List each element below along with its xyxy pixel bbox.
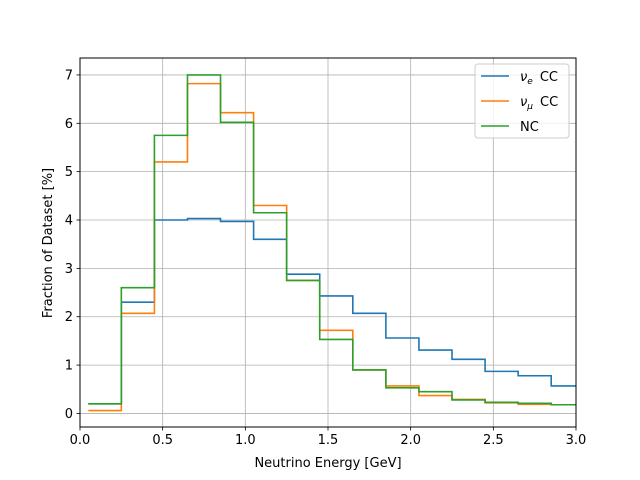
x-tick-label: 2.0 xyxy=(400,433,421,448)
x-tick-label: 1.0 xyxy=(235,433,256,448)
x-axis: 0.0 0.5 1.0 1.5 2.0 2.5 3.0 xyxy=(70,427,587,448)
y-tick-label: 7 xyxy=(65,68,73,83)
y-tick-label: 3 xyxy=(65,262,73,277)
legend-label: νe CC xyxy=(520,70,558,87)
x-tick-label: 0.0 xyxy=(70,433,91,448)
series-line-0 xyxy=(88,217,576,405)
x-axis-label: Neutrino Energy [GeV] xyxy=(254,456,401,471)
y-tick-label: 6 xyxy=(65,117,73,132)
series-lines xyxy=(88,74,576,412)
y-axis-label: Fraction of Dataset [%] xyxy=(41,168,56,318)
series-line-2 xyxy=(88,74,576,406)
legend-frame xyxy=(474,63,570,139)
y-tick-label: 1 xyxy=(65,359,73,374)
legend-label: νμ CC xyxy=(520,95,558,112)
legend-label: NC xyxy=(520,120,539,135)
x-tick-label: 0.5 xyxy=(152,433,173,448)
x-tick-label: 2.5 xyxy=(483,433,504,448)
y-tick-label: 0 xyxy=(65,407,73,422)
x-tick-label: 3.0 xyxy=(566,433,587,448)
y-tick-label: 4 xyxy=(65,214,73,229)
legend: νe CC νμ CC NC xyxy=(474,63,570,139)
y-axis: 0 1 2 3 4 5 6 7 xyxy=(65,68,80,422)
y-tick-label: 2 xyxy=(65,310,73,325)
y-tick-label: 5 xyxy=(65,165,73,180)
x-tick-label: 1.5 xyxy=(318,433,339,448)
